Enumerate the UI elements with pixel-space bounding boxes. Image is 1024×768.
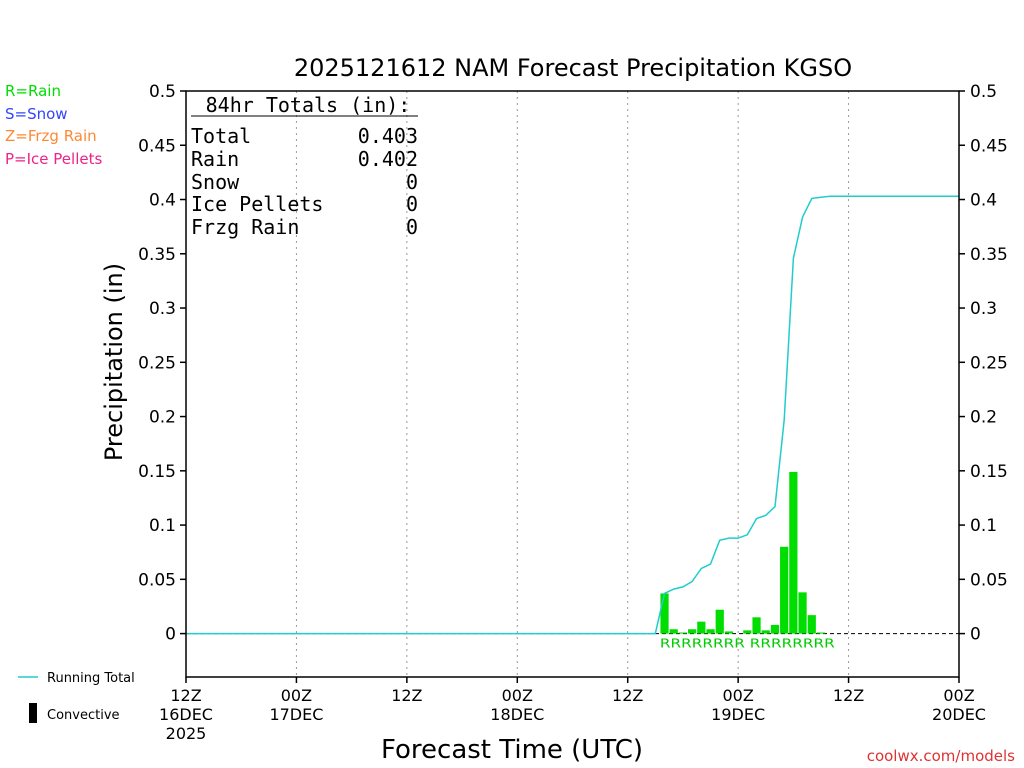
y-tick-label-right: 0.3 xyxy=(970,299,997,319)
totals-rain-value: 0.402 xyxy=(358,147,418,171)
y-tick-label-left: 0.15 xyxy=(138,462,176,482)
x-tick-time: 00Z xyxy=(502,686,533,705)
x-tick-date: 16DEC xyxy=(159,705,213,724)
precip-bar xyxy=(715,609,724,634)
y-tick-label-right: 0.45 xyxy=(970,136,1008,156)
x-axis-label: Forecast Time (UTC) xyxy=(381,735,643,765)
y-tick-label-left: 0.4 xyxy=(149,191,176,211)
x-tick-date: 17DEC xyxy=(269,705,323,724)
precip-bar xyxy=(678,632,688,634)
legend-convective: Convective xyxy=(47,708,120,723)
totals-snow-value: 0 xyxy=(406,170,418,194)
y-tick-label-right: 0 xyxy=(970,625,981,645)
chart-title: 2025121612 NAM Forecast Precipitation KG… xyxy=(294,54,852,82)
legend-snow: S=Snow xyxy=(5,105,68,123)
plot-frame xyxy=(185,90,960,678)
y-tick-label-left: 0.25 xyxy=(138,353,176,373)
precip-bar xyxy=(798,592,807,634)
x-tick-time: 12Z xyxy=(833,686,864,705)
legend-rain: R=Rain xyxy=(5,82,61,100)
y-tick-label-right: 0.35 xyxy=(970,245,1008,265)
totals-header: 84hr Totals (in): xyxy=(206,93,411,117)
x-tick-time: 12Z xyxy=(391,686,422,705)
vertical-gridlines xyxy=(295,91,850,677)
precip-bar xyxy=(724,631,734,634)
y-tick-label-left: 0.05 xyxy=(138,570,176,590)
y-tick-label-right: 0.15 xyxy=(970,462,1008,482)
x-tick-time: 12Z xyxy=(612,686,643,705)
x-tick-date: 18DEC xyxy=(490,705,544,724)
totals-total-label: Total xyxy=(191,124,251,148)
convective-swatch xyxy=(29,703,37,723)
y-tick-label-left: 0 xyxy=(165,625,176,645)
totals-frzg-label: Frzg Rain xyxy=(191,215,299,239)
x-tick-time: 12Z xyxy=(170,686,201,705)
legend-ice-pellets: P=Ice Pellets xyxy=(5,150,102,168)
y-tick-label-right: 0.4 xyxy=(970,191,997,211)
x-tick-date: 20DEC xyxy=(932,705,986,724)
totals-frzg-value: 0 xyxy=(406,215,418,239)
y-axis-ticks: 0 00.05 0.050.1 0.10.15 0.150.2 0.20.25 0.250.… xyxy=(138,82,1008,645)
precip-bar xyxy=(706,629,715,634)
precip-bar xyxy=(761,630,770,634)
y-tick-label-left: 0.5 xyxy=(149,82,176,102)
precip-bar xyxy=(816,632,826,634)
totals-total-value: 0.403 xyxy=(358,124,418,148)
totals-box: 84hr Totals (in): Total 0.403 Rain 0.402… xyxy=(191,93,418,239)
totals-ice-label: Ice Pellets xyxy=(191,192,323,216)
precip-bar xyxy=(743,630,752,634)
legend-frzg-rain: Z=Frzg Rain xyxy=(5,127,97,145)
y-tick-label-left: 0.1 xyxy=(149,516,176,536)
x-tick-time: 00Z xyxy=(281,686,312,705)
precip-bar xyxy=(669,629,678,634)
precip-bar xyxy=(688,629,697,634)
precip-bar xyxy=(697,621,706,634)
y-tick-label-right: 0.5 xyxy=(970,82,997,102)
y-tick-label-left: 0.3 xyxy=(149,299,176,319)
y-tick-label-right: 0.05 xyxy=(970,570,1008,590)
y-axis-label: Precipitation (in) xyxy=(100,263,128,461)
x-tick-time: 00Z xyxy=(722,686,753,705)
y-tick-label-right: 0.25 xyxy=(970,353,1008,373)
precip-bar xyxy=(807,615,816,634)
y-tick-label-left: 0.2 xyxy=(149,408,176,428)
y-tick-label-left: 0.45 xyxy=(138,136,176,156)
running-total-line xyxy=(186,195,959,635)
credit-text: coolwx.com/models xyxy=(867,747,1015,765)
y-tick-label-left: 0.35 xyxy=(138,245,176,265)
totals-ice-value: 0 xyxy=(406,192,418,216)
ptype-labels: RRRRRRRR RRRRRRRR xyxy=(660,637,835,651)
totals-snow-label: Snow xyxy=(191,170,240,194)
x-tick-year: 2025 xyxy=(166,724,207,743)
precip-bar xyxy=(660,593,669,634)
precip-bar xyxy=(789,471,798,634)
x-tick-date: 19DEC xyxy=(711,705,765,724)
y-tick-label-right: 0.2 xyxy=(970,408,997,428)
precip-bar xyxy=(780,546,789,634)
precip-bar xyxy=(770,624,780,634)
x-tick-time: 00Z xyxy=(943,686,974,705)
totals-rain-label: Rain xyxy=(191,147,239,171)
precip-bars xyxy=(660,471,826,634)
y-tick-label-right: 0.1 xyxy=(970,516,997,536)
legend-running-total: Running Total xyxy=(47,671,135,686)
precip-bar xyxy=(752,617,761,634)
